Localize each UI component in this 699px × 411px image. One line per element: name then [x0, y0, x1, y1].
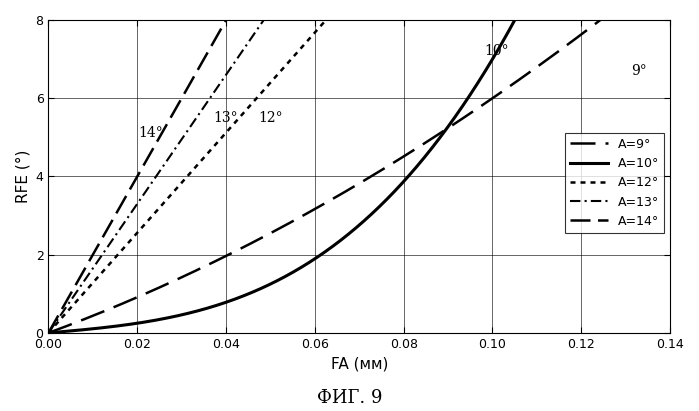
- A=14°: [347, 0, 355, 3]
- A=13°: [648, 0, 656, 3]
- A=13°: [76, 284, 85, 289]
- A=9°: [648, 0, 656, 3]
- A=12°: [648, 0, 656, 3]
- A=10°: [330, 243, 338, 248]
- A=13°: [648, 0, 656, 3]
- A=13°: [534, 0, 542, 3]
- A=10°: [76, 328, 85, 332]
- Line: A=10°: A=10°: [48, 0, 670, 333]
- A=9°: [347, 186, 355, 191]
- X-axis label: FA (мм): FA (мм): [331, 356, 388, 372]
- Text: 14°: 14°: [138, 127, 163, 141]
- A=12°: [648, 0, 656, 3]
- A=14°: [76, 275, 85, 279]
- Text: 13°: 13°: [214, 111, 238, 125]
- A=13°: [331, 0, 339, 3]
- A=13°: [273, 0, 282, 3]
- A=12°: [76, 295, 85, 300]
- Line: A=13°: A=13°: [48, 0, 670, 333]
- Text: ФИГ. 9: ФИГ. 9: [317, 389, 382, 407]
- Line: A=9°: A=9°: [48, 0, 670, 333]
- Y-axis label: RFE (°): RFE (°): [15, 150, 30, 203]
- A=10°: [648, 0, 656, 3]
- A=14°: [233, 0, 241, 3]
- Text: 10°: 10°: [484, 44, 510, 58]
- Line: A=14°: A=14°: [48, 0, 670, 333]
- A=14°: [534, 0, 542, 3]
- Text: 12°: 12°: [258, 111, 283, 125]
- Legend: A=9°, A=10°, A=12°, A=13°, A=14°: A=9°, A=10°, A=12°, A=13°, A=14°: [565, 133, 664, 233]
- A=12°: [347, 0, 355, 3]
- A=12°: [340, 0, 348, 3]
- A=13°: [44, 330, 52, 335]
- Text: 9°: 9°: [631, 64, 647, 78]
- A=10°: [347, 230, 355, 235]
- A=10°: [648, 0, 656, 3]
- A=14°: [44, 330, 52, 335]
- A=12°: [666, 0, 675, 3]
- A=14°: [648, 0, 656, 3]
- A=14°: [648, 0, 656, 3]
- A=13°: [666, 0, 675, 3]
- A=10°: [666, 0, 675, 3]
- A=9°: [44, 330, 52, 335]
- A=14°: [331, 0, 339, 3]
- A=12°: [534, 0, 542, 3]
- A=12°: [44, 330, 52, 335]
- A=10°: [521, 0, 530, 3]
- Line: A=12°: A=12°: [48, 0, 670, 333]
- A=9°: [666, 0, 675, 3]
- A=9°: [621, 0, 630, 3]
- A=10°: [534, 0, 542, 3]
- A=9°: [648, 0, 656, 3]
- A=9°: [76, 319, 85, 323]
- A=12°: [330, 8, 338, 13]
- A=14°: [666, 0, 675, 3]
- A=10°: [44, 330, 52, 335]
- A=13°: [347, 0, 355, 3]
- A=9°: [330, 196, 338, 201]
- A=9°: [534, 64, 542, 69]
